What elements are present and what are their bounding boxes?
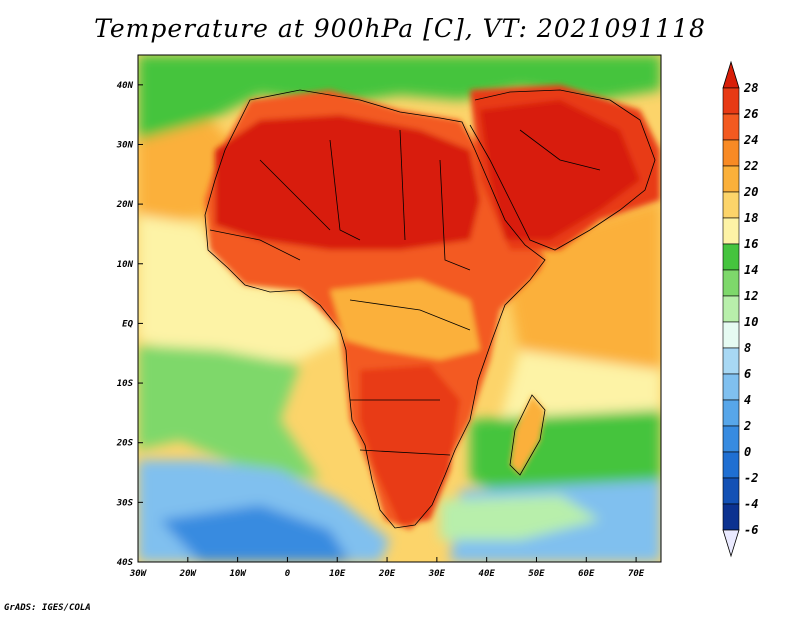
y-tick-label: 20S <box>116 439 134 449</box>
colorbar-swatch <box>722 295 740 323</box>
colorbar-label: 6 <box>744 367 751 381</box>
central-africa-warm <box>330 280 480 360</box>
y-tick-label: 30N <box>116 140 134 150</box>
colorbar-swatch <box>722 139 740 167</box>
y-tick-label: EQ <box>122 319 133 329</box>
colorbar-swatch <box>722 321 740 349</box>
colorbar-swatch <box>722 373 740 401</box>
colorbar-label: 0 <box>744 445 751 459</box>
y-tick-label: 40N <box>117 81 134 91</box>
colorbar-label: 20 <box>743 185 758 199</box>
colorbar-swatch <box>722 165 740 193</box>
colorbar-label: 4 <box>744 393 751 407</box>
x-tick-label: 10E <box>329 569 346 579</box>
country-borders <box>204 89 656 529</box>
x-tick-label: 20E <box>378 569 396 579</box>
africa-coastline <box>204 89 546 529</box>
colorbar-swatch <box>722 451 740 479</box>
south-atlantic-deep-cold <box>160 505 350 562</box>
colorbar-label: 24 <box>743 133 758 147</box>
colorbar-swatch <box>722 425 740 453</box>
y-tick-label: 20N <box>116 200 134 210</box>
colorbar-label: 26 <box>743 107 758 121</box>
north-cool-zone <box>138 55 661 140</box>
colorbar-label: 18 <box>744 211 758 225</box>
colorbar-swatch <box>722 87 740 115</box>
inner-border-9 <box>519 129 601 171</box>
madagascar-coastline <box>509 394 546 476</box>
colorbar-label: 8 <box>744 341 751 355</box>
x-axis: 30W 20W 10W 0 10E 20E 30E 40E 50E 60E 70E <box>129 557 645 579</box>
map-title: Temperature at 900hPa [C], VT: 202109111… <box>94 14 706 43</box>
x-tick-label: 30W <box>129 569 148 579</box>
sahara-hot-core <box>215 115 480 250</box>
inner-border-8 <box>209 229 301 261</box>
south-atlantic-green <box>138 345 320 480</box>
colorbar-label: 22 <box>743 159 758 173</box>
x-tick-label: 60E <box>578 569 595 579</box>
colorbar-label: 12 <box>744 289 758 303</box>
arabia-coastline <box>469 89 656 251</box>
colorbar-swatch <box>722 347 740 375</box>
colorbar-label: 10 <box>744 315 758 329</box>
colorbar-label: -2 <box>744 471 758 485</box>
colorbar-top-arrow <box>722 60 740 89</box>
colorbar-swatch <box>722 191 740 219</box>
x-tick-label: 40E <box>479 569 496 579</box>
x-tick-label: 20W <box>179 569 198 579</box>
colorbar-swatch <box>722 269 740 297</box>
inner-border-7 <box>359 449 451 456</box>
colorbar-label: 2 <box>743 419 751 433</box>
colorbar-label: -4 <box>744 497 758 511</box>
footer-credit: GrADS: IGES/COLA <box>4 603 91 613</box>
x-tick-label: 10W <box>229 569 247 579</box>
colorbar-bottom-arrow <box>722 529 740 558</box>
x-tick-label: 30E <box>428 569 446 579</box>
indian-ocean-pale <box>440 495 600 540</box>
inner-border-3 <box>399 129 406 241</box>
colorbar-label: 28 <box>743 81 758 95</box>
temperature-field <box>138 55 661 562</box>
x-tick-label: 0 <box>285 569 291 579</box>
y-tick-label: 30S <box>116 498 134 508</box>
tropical-atlantic-zone <box>138 215 340 360</box>
colorbar-swatch <box>722 217 740 245</box>
colorbar-label: 14 <box>744 263 758 277</box>
y-tick-label: 40S <box>117 558 134 568</box>
colorbar-swatch <box>722 477 740 505</box>
inner-border-5 <box>349 299 471 331</box>
inner-border-4 <box>439 159 471 271</box>
colorbar-swatch <box>722 243 740 271</box>
x-tick-label: 50E <box>528 569 545 579</box>
y-axis: 40N 30N 20N 10N EQ 10S 20S 30S 40S <box>116 81 143 568</box>
madagascar <box>510 395 545 475</box>
colorbar-swatch <box>722 503 740 531</box>
arabia-hot-core <box>480 100 640 240</box>
colorbar-label: -6 <box>744 523 758 537</box>
southern-africa-hot <box>360 365 460 525</box>
x-tick-label: 70E <box>628 569 645 579</box>
y-tick-label: 10N <box>117 260 134 270</box>
inner-border-1 <box>259 159 331 231</box>
y-tick-label: 10S <box>117 379 134 389</box>
colorbar-label: 16 <box>744 237 758 251</box>
colorbar-swatch <box>722 113 740 141</box>
inner-border-2 <box>329 139 361 241</box>
map-frame <box>137 54 662 563</box>
colorbar-swatch <box>722 399 740 427</box>
